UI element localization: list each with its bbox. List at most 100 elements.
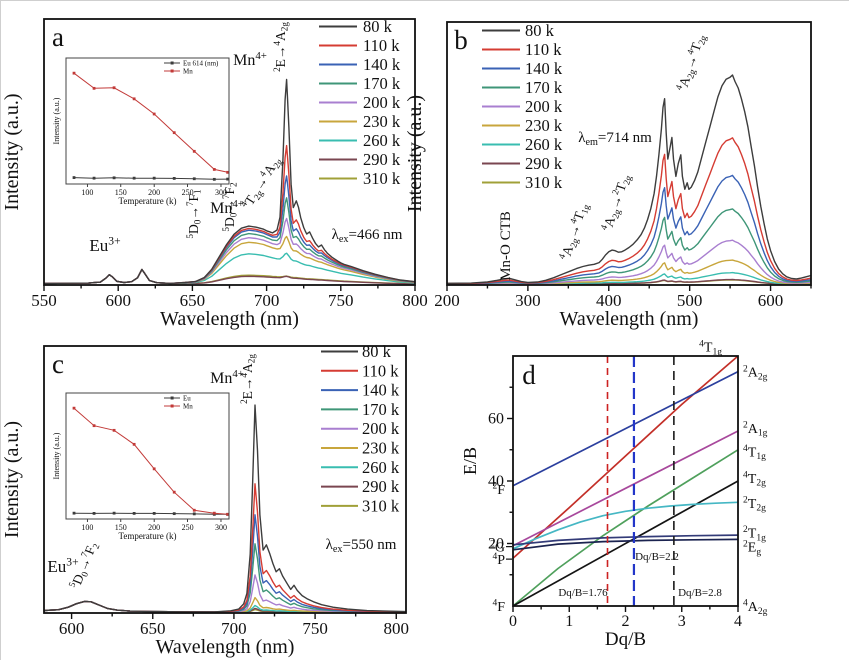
- legend-label: 110 k: [363, 36, 400, 55]
- x-tick-label: 550: [31, 291, 57, 310]
- annotation: 2E→4A2g: [239, 354, 257, 404]
- right-term-label: 2A1g: [743, 421, 768, 439]
- inset-x-tick-label: 300: [215, 523, 227, 532]
- annotation: λex=550 nm: [326, 537, 397, 555]
- legend-label: 140 k: [525, 59, 563, 78]
- x-tick-label: 4: [734, 613, 742, 630]
- inset-marker: [112, 86, 116, 90]
- right-term-label: 4T1g: [743, 444, 766, 462]
- left-term-label: 4F: [492, 599, 505, 615]
- right-term-label: 4T1g: [699, 339, 722, 357]
- level-line-2Eg: [512, 538, 739, 551]
- legend-label: 230 k: [363, 112, 401, 131]
- level-line-2A2g: [512, 370, 739, 487]
- inset-x-tick-label: 300: [215, 188, 227, 197]
- panel-b-curve-170k: [446, 208, 812, 285]
- inset-legend-marker: [170, 396, 174, 400]
- annotation: Eu3+: [89, 235, 120, 255]
- inset-marker: [72, 511, 76, 515]
- panel-b-curve-140k: [446, 174, 812, 285]
- x-tick-label: 600: [105, 291, 131, 310]
- panel-c-letter: c: [52, 349, 64, 379]
- inset-curve-eu: [73, 512, 228, 515]
- legend-label: 230 k: [362, 439, 400, 458]
- annotation: 4A2g→4T1g: [556, 200, 591, 262]
- legend-label: 260 k: [363, 131, 401, 150]
- x-tick-label: 600: [59, 619, 85, 638]
- legend-label: 260 k: [362, 458, 400, 477]
- legend-label: 310 k: [362, 496, 400, 515]
- x-tick-label: 750: [328, 291, 354, 310]
- annotation: λex=466 nm: [332, 227, 403, 245]
- inset-marker: [112, 428, 116, 432]
- x-tick-label: 600: [758, 291, 784, 310]
- legend-label: 260 k: [525, 135, 563, 154]
- x-axis-label: Wavelength (nm): [156, 636, 295, 658]
- crystal-field-label: Dq/B=2.2: [635, 551, 679, 563]
- annotation: Mn4+: [210, 368, 244, 387]
- crystal-field-label: Dq/B=1.76: [558, 587, 608, 599]
- inset-marker: [192, 149, 196, 153]
- inset-marker: [212, 168, 216, 171]
- inset-x-tick-label: 150: [115, 523, 127, 532]
- legend-label: 200 k: [362, 419, 400, 438]
- inset-marker: [226, 170, 230, 174]
- annotation: Mn4+: [210, 198, 244, 217]
- x-tick-label: 3: [678, 613, 686, 630]
- inset-legend-marker: [170, 69, 174, 73]
- inset-x-tick-label: 100: [81, 523, 93, 532]
- inset-x-axis-label: Temperature (k): [118, 196, 176, 206]
- inset-x-tick-label: 200: [148, 523, 160, 532]
- inset-legend-marker: [170, 404, 174, 408]
- inset-curve-mn: [73, 407, 228, 515]
- legend-label: 290 k: [363, 150, 401, 169]
- left-term-label: 2F: [492, 481, 505, 497]
- legend-label: 110 k: [525, 40, 562, 59]
- x-tick-label: 500: [677, 291, 703, 310]
- inset-x-tick-label: 250: [182, 188, 194, 197]
- inset-legend-label: Mn: [183, 403, 193, 411]
- panel-b-curve-80k: [446, 74, 812, 284]
- legend-label: 310 k: [525, 173, 563, 192]
- level-line-2A1g: [512, 430, 739, 547]
- inset-marker: [172, 131, 176, 135]
- panel-d-letter: d: [522, 360, 536, 390]
- annotation: 5D0→7F2: [221, 182, 239, 232]
- crystal-field-label: Dq/B=2.8: [678, 587, 722, 599]
- inset-frame: [65, 57, 230, 185]
- inset-y-axis-label: Intensity (a.u.): [52, 432, 61, 479]
- inset-marker: [152, 512, 156, 515]
- annotation: 5D0→7F2: [67, 539, 102, 592]
- inset-marker: [152, 112, 156, 116]
- x-tick-label: 300: [515, 291, 541, 310]
- level-line-4T1g-from-4F: [512, 449, 739, 607]
- inset-marker: [212, 511, 216, 515]
- legend-label: 170 k: [525, 78, 563, 97]
- inset-marker: [192, 508, 196, 512]
- inset-legend-label: Eu 614 (nm): [183, 60, 219, 68]
- inset-marker: [112, 511, 116, 515]
- panel-b-letter: b: [454, 25, 468, 55]
- x-tick-label: 650: [140, 619, 166, 638]
- inset-marker: [72, 71, 76, 75]
- right-term-label: 2T2g: [743, 496, 766, 514]
- y-axis-label: Intensity (a.u.): [404, 95, 426, 212]
- x-tick-label: 2: [622, 613, 630, 630]
- panel-c-curve-200k: [43, 574, 407, 613]
- y-tick-label: 40: [488, 473, 504, 490]
- panel-c-curve-170k: [43, 543, 407, 613]
- x-tick-label: 0: [509, 613, 517, 630]
- legend-label: 310 k: [363, 169, 401, 188]
- panel-a-letter: a: [52, 22, 64, 52]
- inset-legend-label: Mn: [183, 68, 193, 76]
- legend-label: 140 k: [362, 381, 400, 400]
- inset-marker: [92, 176, 96, 180]
- inset-x-axis-label: Temperature (k): [118, 531, 176, 541]
- inset-marker: [192, 512, 196, 516]
- inset-marker: [72, 176, 76, 179]
- panel-b-frame: [446, 21, 812, 286]
- y-tick-label: 60: [488, 411, 504, 428]
- annotation: Mn4+: [233, 50, 267, 69]
- y-tick-label: 20: [488, 536, 504, 553]
